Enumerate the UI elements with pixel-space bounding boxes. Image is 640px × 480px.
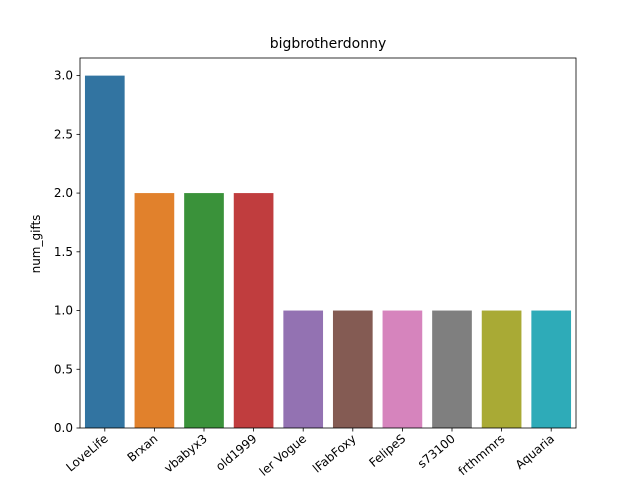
x-tick-label-1: Brxan (125, 432, 161, 465)
x-tick-label-8: frthmmrs (456, 432, 508, 479)
bar-0 (84, 75, 125, 428)
bar-5 (332, 310, 373, 428)
y-tick-label-5: 2.5 (54, 127, 73, 141)
y-tick-label-4: 2.0 (54, 186, 73, 200)
bar-8 (481, 310, 522, 428)
y-tick-label-3: 1.5 (54, 245, 73, 259)
y-tick-label-6: 3.0 (54, 69, 73, 83)
bar-6 (382, 310, 423, 428)
x-tick-label-4: ler Vogue (257, 432, 309, 479)
x-tick-label-3: old1999 (213, 432, 259, 474)
x-tick-label-2: vbabyx3 (161, 432, 209, 476)
bar-9 (531, 310, 572, 428)
x-tick-label-7: s73100 (415, 432, 458, 471)
bar-2 (184, 193, 224, 428)
plot-frame (79, 57, 577, 429)
bars-group (84, 75, 572, 428)
bar-4 (283, 310, 324, 428)
bar-3 (233, 193, 274, 428)
x-tick-label-0: LoveLife (63, 432, 110, 475)
x-tick-label-9: Aquaria (513, 432, 557, 472)
y-tick-label-0: 0.0 (54, 421, 73, 435)
y-axis: 0.0 0.5 1.0 1.5 2.0 2.5 3.0 (54, 69, 80, 435)
x-tick-label-6: FelipeS (366, 432, 408, 470)
chart-title: bigbrotherdonny (270, 36, 387, 52)
x-tick-label-5: lFabFoxy (310, 432, 359, 476)
bar-1 (134, 193, 175, 428)
y-axis-label: num_gifts (29, 215, 43, 274)
y-tick-label-1: 0.5 (54, 362, 73, 376)
bar-7 (432, 310, 472, 428)
y-tick-label-2: 1.0 (54, 304, 73, 318)
